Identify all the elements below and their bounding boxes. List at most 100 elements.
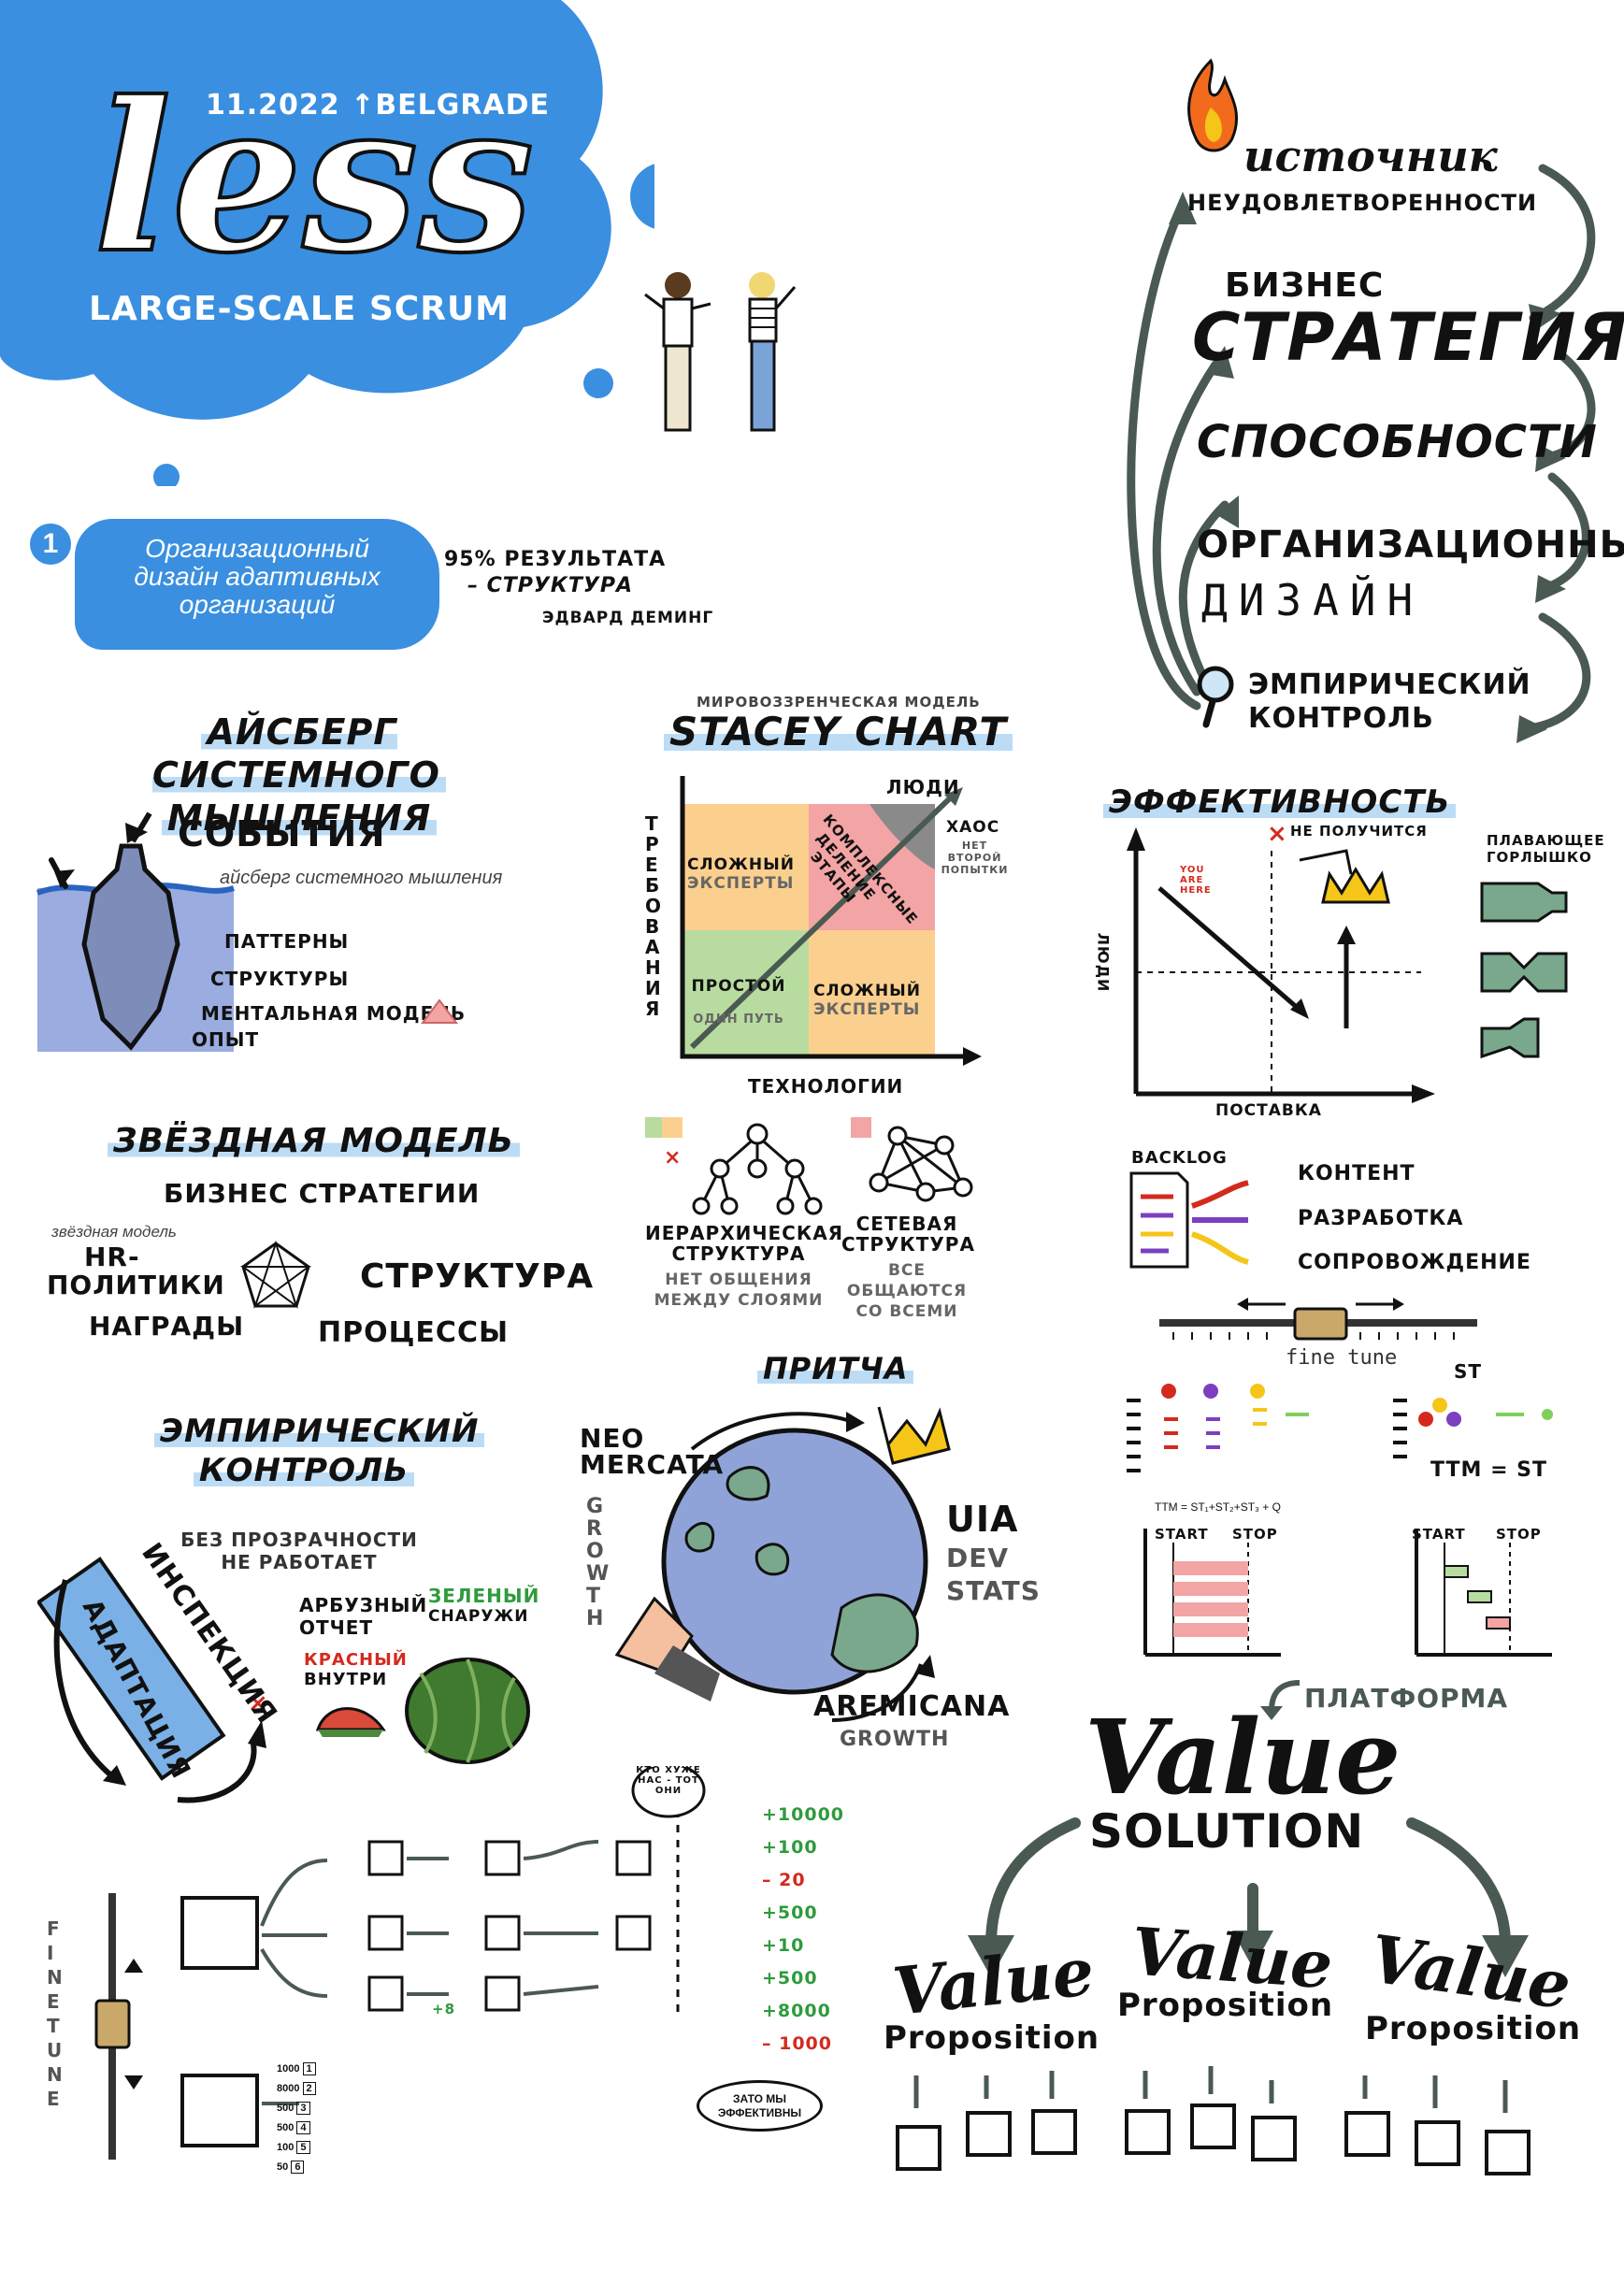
iceberg-illustration bbox=[36, 811, 235, 1052]
result-7: – 1000 bbox=[762, 2033, 832, 2054]
fine-tune-slider[interactable] bbox=[1155, 1295, 1482, 1351]
hierarchy-line2: СТРУКТУРА bbox=[671, 1242, 806, 1265]
result-6: +8000 bbox=[762, 2001, 831, 2021]
network-note1: ВСЕ ОБЩАЮТСЯ bbox=[846, 1261, 968, 1300]
vp-proposition-2: Proposition bbox=[1365, 2010, 1582, 2047]
result-0: +10000 bbox=[762, 1804, 845, 1825]
vp-features bbox=[896, 2066, 1531, 2175]
flow-source-subtitle: НЕУДОВЛЕТВОРЕННОСТИ bbox=[1187, 190, 1538, 216]
bottleneck-label: ПЛАВАЮЩЕЕ ГОРЛЫШКО bbox=[1487, 832, 1605, 866]
growth2-label: GROWTH bbox=[840, 1728, 950, 1751]
platform-arrow bbox=[1260, 1680, 1301, 1720]
star-strategy: БИЗНЕС СТРАТЕГИИ bbox=[164, 1178, 481, 1209]
mini-value-1: 8000 2 bbox=[277, 2079, 316, 2099]
quote-line2: – СТРУКТУРА bbox=[467, 574, 633, 597]
watermelon-line1: АРБУЗНЫЙ bbox=[299, 1594, 428, 1616]
backlog-role-0: КОНТЕНТ bbox=[1298, 1162, 1416, 1185]
green-label: ЗЕЛЕНЫЙ bbox=[428, 1585, 540, 1607]
red-label: КРАСНЫЙ bbox=[304, 1650, 408, 1670]
stacey-simple-label: ПРОСТОЙ bbox=[691, 977, 786, 996]
hierarchy-note1: НЕТ ОБЩЕНИЯ bbox=[665, 1271, 812, 1289]
no-transparency: БЕЗ ПРОЗРАЧНОСТИ НЕ РАБОТАЕТ bbox=[178, 1529, 421, 1573]
watermelon-report: АРБУЗНЫЙ ОТЧЕТ bbox=[299, 1594, 427, 1639]
hierarchy-label: ИЕРАРХИЧЕСКАЯ СТРУКТУРА НЕТ ОБЩЕНИЯ МЕЖД… bbox=[645, 1223, 842, 1311]
outside-label: СНАРУЖИ bbox=[428, 1607, 529, 1626]
vp-proposition-1: Proposition bbox=[1117, 1987, 1334, 2024]
backlog-role-2: СОПРОВОЖДЕНИЕ bbox=[1298, 1251, 1531, 1274]
efficiency-you-are-here: YOU ARE HERE bbox=[1180, 865, 1212, 896]
stacey-hard-req-label: СЛОЖНЫЙ bbox=[687, 855, 795, 874]
backlog-illustration bbox=[1129, 1171, 1249, 1269]
empirical-title-line2: КОНТРОЛЬ bbox=[193, 1452, 415, 1489]
platform-label: ПЛАТФОРМА bbox=[1304, 1683, 1509, 1714]
mini-value-3: 500 4 bbox=[277, 2118, 316, 2138]
network-label: СЕТЕВАЯ СТРУКТУРА ВСЕ ОБЩАЮТСЯ СО ВСЕМИ bbox=[841, 1213, 975, 1322]
uia-label: UIA bbox=[946, 1499, 1019, 1540]
star-hr-line2: ПОЛИТИКИ bbox=[47, 1270, 225, 1300]
result-4: +10 bbox=[762, 1935, 805, 1956]
aremicana-label: AREMICANA bbox=[813, 1690, 1011, 1723]
stacey-hard-tech-experts: ЭКСПЕРТЫ bbox=[813, 1000, 921, 1019]
efficiency-xaxis: ПОСТАВКА bbox=[1215, 1101, 1322, 1120]
blob-bubble-3 bbox=[153, 464, 180, 486]
iceberg-level-2: МЕНТАЛЬНАЯ МОДЕЛЬ bbox=[201, 1002, 467, 1025]
less-logo: less bbox=[92, 56, 536, 298]
efficiency-no: НЕ ПОЛУЧИТСЯ bbox=[1290, 823, 1428, 840]
presenters-illustration bbox=[644, 272, 797, 432]
stacey-title: STACEY CHART bbox=[664, 709, 1013, 754]
iceberg-level-1: СТРУКТУРЫ bbox=[210, 968, 350, 990]
flow-org: ОРГАНИЗАЦИОННЫЙ bbox=[1197, 524, 1624, 567]
stacey-one-way: ОДИН ПУТЬ bbox=[693, 1012, 784, 1027]
result-2: – 20 bbox=[762, 1870, 806, 1890]
fine-tune-vertical-slider[interactable] bbox=[89, 1888, 145, 2169]
header-blob bbox=[0, 0, 654, 486]
seq-stop: STOP bbox=[1232, 1526, 1278, 1543]
st-label: ST bbox=[1454, 1360, 1483, 1383]
network-line1: СЕТЕВАЯ bbox=[855, 1213, 958, 1235]
mini-value-4: 100 5 bbox=[277, 2138, 316, 2158]
backlog-label: BACKLOG bbox=[1131, 1148, 1228, 1168]
ttm-formula: TTM = ST₁+ST₂+ST₃ + Q bbox=[1155, 1500, 1281, 1514]
efficiency-yaxis: ЛЮДИ bbox=[1094, 932, 1113, 993]
quote-author: ЭДВАРД ДЕМИНГ bbox=[542, 609, 714, 627]
network-note2: СО ВСЕМИ bbox=[855, 1302, 958, 1321]
stacey-hard-req: СЛОЖНЫЙ ЭКСПЕРТЫ bbox=[687, 855, 795, 893]
empirical-title-line1: ЭМПИРИЧЕСКИЙ bbox=[154, 1413, 485, 1450]
inspection-adaptation-illustration: × bbox=[37, 1557, 268, 1803]
no-transparency-line2: НЕ РАБОТАЕТ bbox=[221, 1551, 378, 1573]
mini-value-0: 1000 1 bbox=[277, 2060, 316, 2079]
mental-model-triangle-icon bbox=[421, 998, 458, 1024]
iceberg-caption: айсберг системного мышления bbox=[220, 868, 503, 888]
bottleneck-illustration bbox=[1480, 882, 1568, 1059]
neo-line2: MERCATA bbox=[580, 1449, 725, 1480]
stacey-people: ЛЮДИ bbox=[886, 776, 960, 798]
flow-business: БИЗНЕС bbox=[1225, 266, 1385, 305]
star-rewards: НАГРАДЫ bbox=[89, 1311, 245, 1342]
section1-title-line1: Организационный bbox=[145, 534, 369, 563]
value-arrows bbox=[968, 1817, 1529, 1977]
header-date-place: 11.2022 ↑BELGRADE bbox=[206, 89, 551, 122]
stacey-chart bbox=[680, 776, 982, 1066]
mini-value-2: 500 3 bbox=[277, 2099, 316, 2118]
star-hr: HR- ПОЛИТИКИ bbox=[47, 1243, 225, 1299]
vp-proposition-0: Proposition bbox=[884, 2019, 1100, 2057]
neo-mercata: NEO MERCATA bbox=[580, 1426, 724, 1478]
stacey-chaos: ХАОС bbox=[946, 818, 1000, 837]
stacey-xaxis: ТЕХНОЛОГИИ bbox=[748, 1075, 904, 1098]
teams-flow-illustration bbox=[180, 1767, 706, 2147]
efficiency-chart: × bbox=[1127, 823, 1435, 1103]
flow-empiric: ЭМПИРИЧЕСКИЙ КОНТРОЛЬ bbox=[1248, 668, 1531, 736]
blob-bubble-1 bbox=[630, 164, 654, 229]
stacey-chaos-sub: НЕТ ВТОРОЙ ПОПЫТКИ bbox=[941, 840, 1009, 876]
section1-title-line2: дизайн адаптивных bbox=[134, 562, 381, 591]
seq-start: START bbox=[1155, 1526, 1209, 1543]
vp-value-0: Value bbox=[889, 1931, 1098, 2032]
section1-title-bg bbox=[75, 519, 439, 650]
teams-bubble: КТО ХУЖЕ НАС - ТОТ ОНИ bbox=[636, 1765, 701, 1796]
dev-label: DEV bbox=[946, 1543, 1010, 1573]
parable-title: ПРИТЧА bbox=[757, 1351, 914, 1386]
network-line2: СТРУКТУРА bbox=[841, 1233, 975, 1256]
hierarchy-note2: МЕЖДУ СЛОЯМИ bbox=[654, 1291, 824, 1310]
structures-illustration: × bbox=[645, 1117, 973, 1215]
no-transparency-line1: БЕЗ ПРОЗРАЧНОСТИ bbox=[180, 1529, 418, 1551]
